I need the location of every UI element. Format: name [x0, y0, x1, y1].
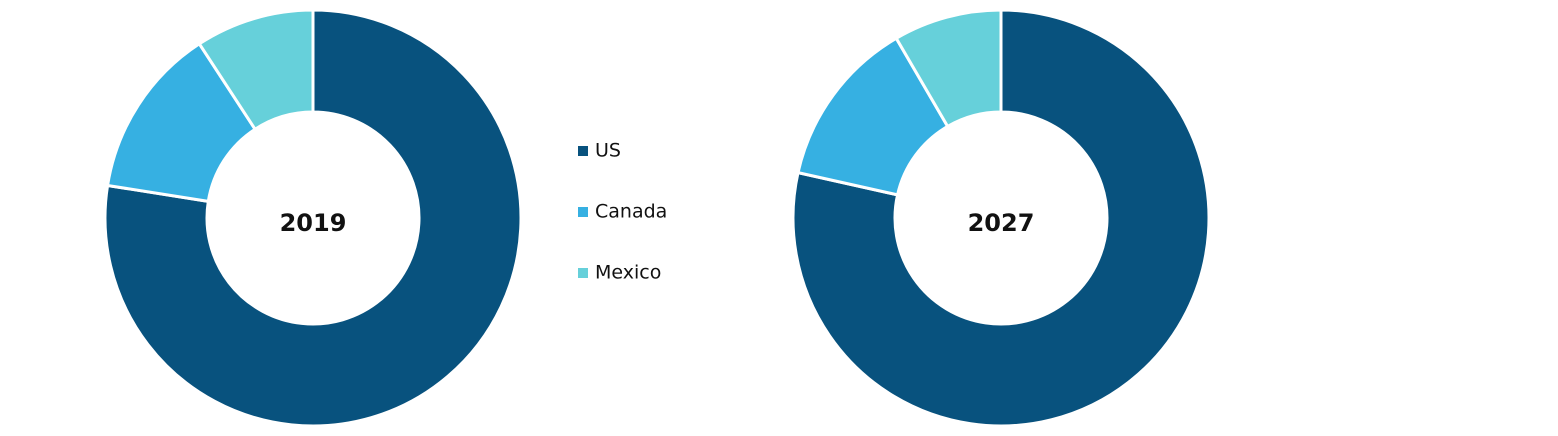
- donut-slice: [791, 8, 1211, 428]
- center-label: 2027: [968, 209, 1035, 237]
- donut-slice: [894, 8, 1003, 129]
- donut-slice: [197, 8, 315, 132]
- legend-swatch: [578, 207, 588, 217]
- legend-swatch: [578, 268, 588, 278]
- legend-label: Mexico: [595, 262, 661, 284]
- legend-swatch: [578, 146, 588, 156]
- center-label: 2019: [280, 209, 347, 237]
- donut-slice: [103, 8, 523, 428]
- legend-label: Canada: [595, 201, 667, 223]
- legend-label: US: [595, 140, 621, 162]
